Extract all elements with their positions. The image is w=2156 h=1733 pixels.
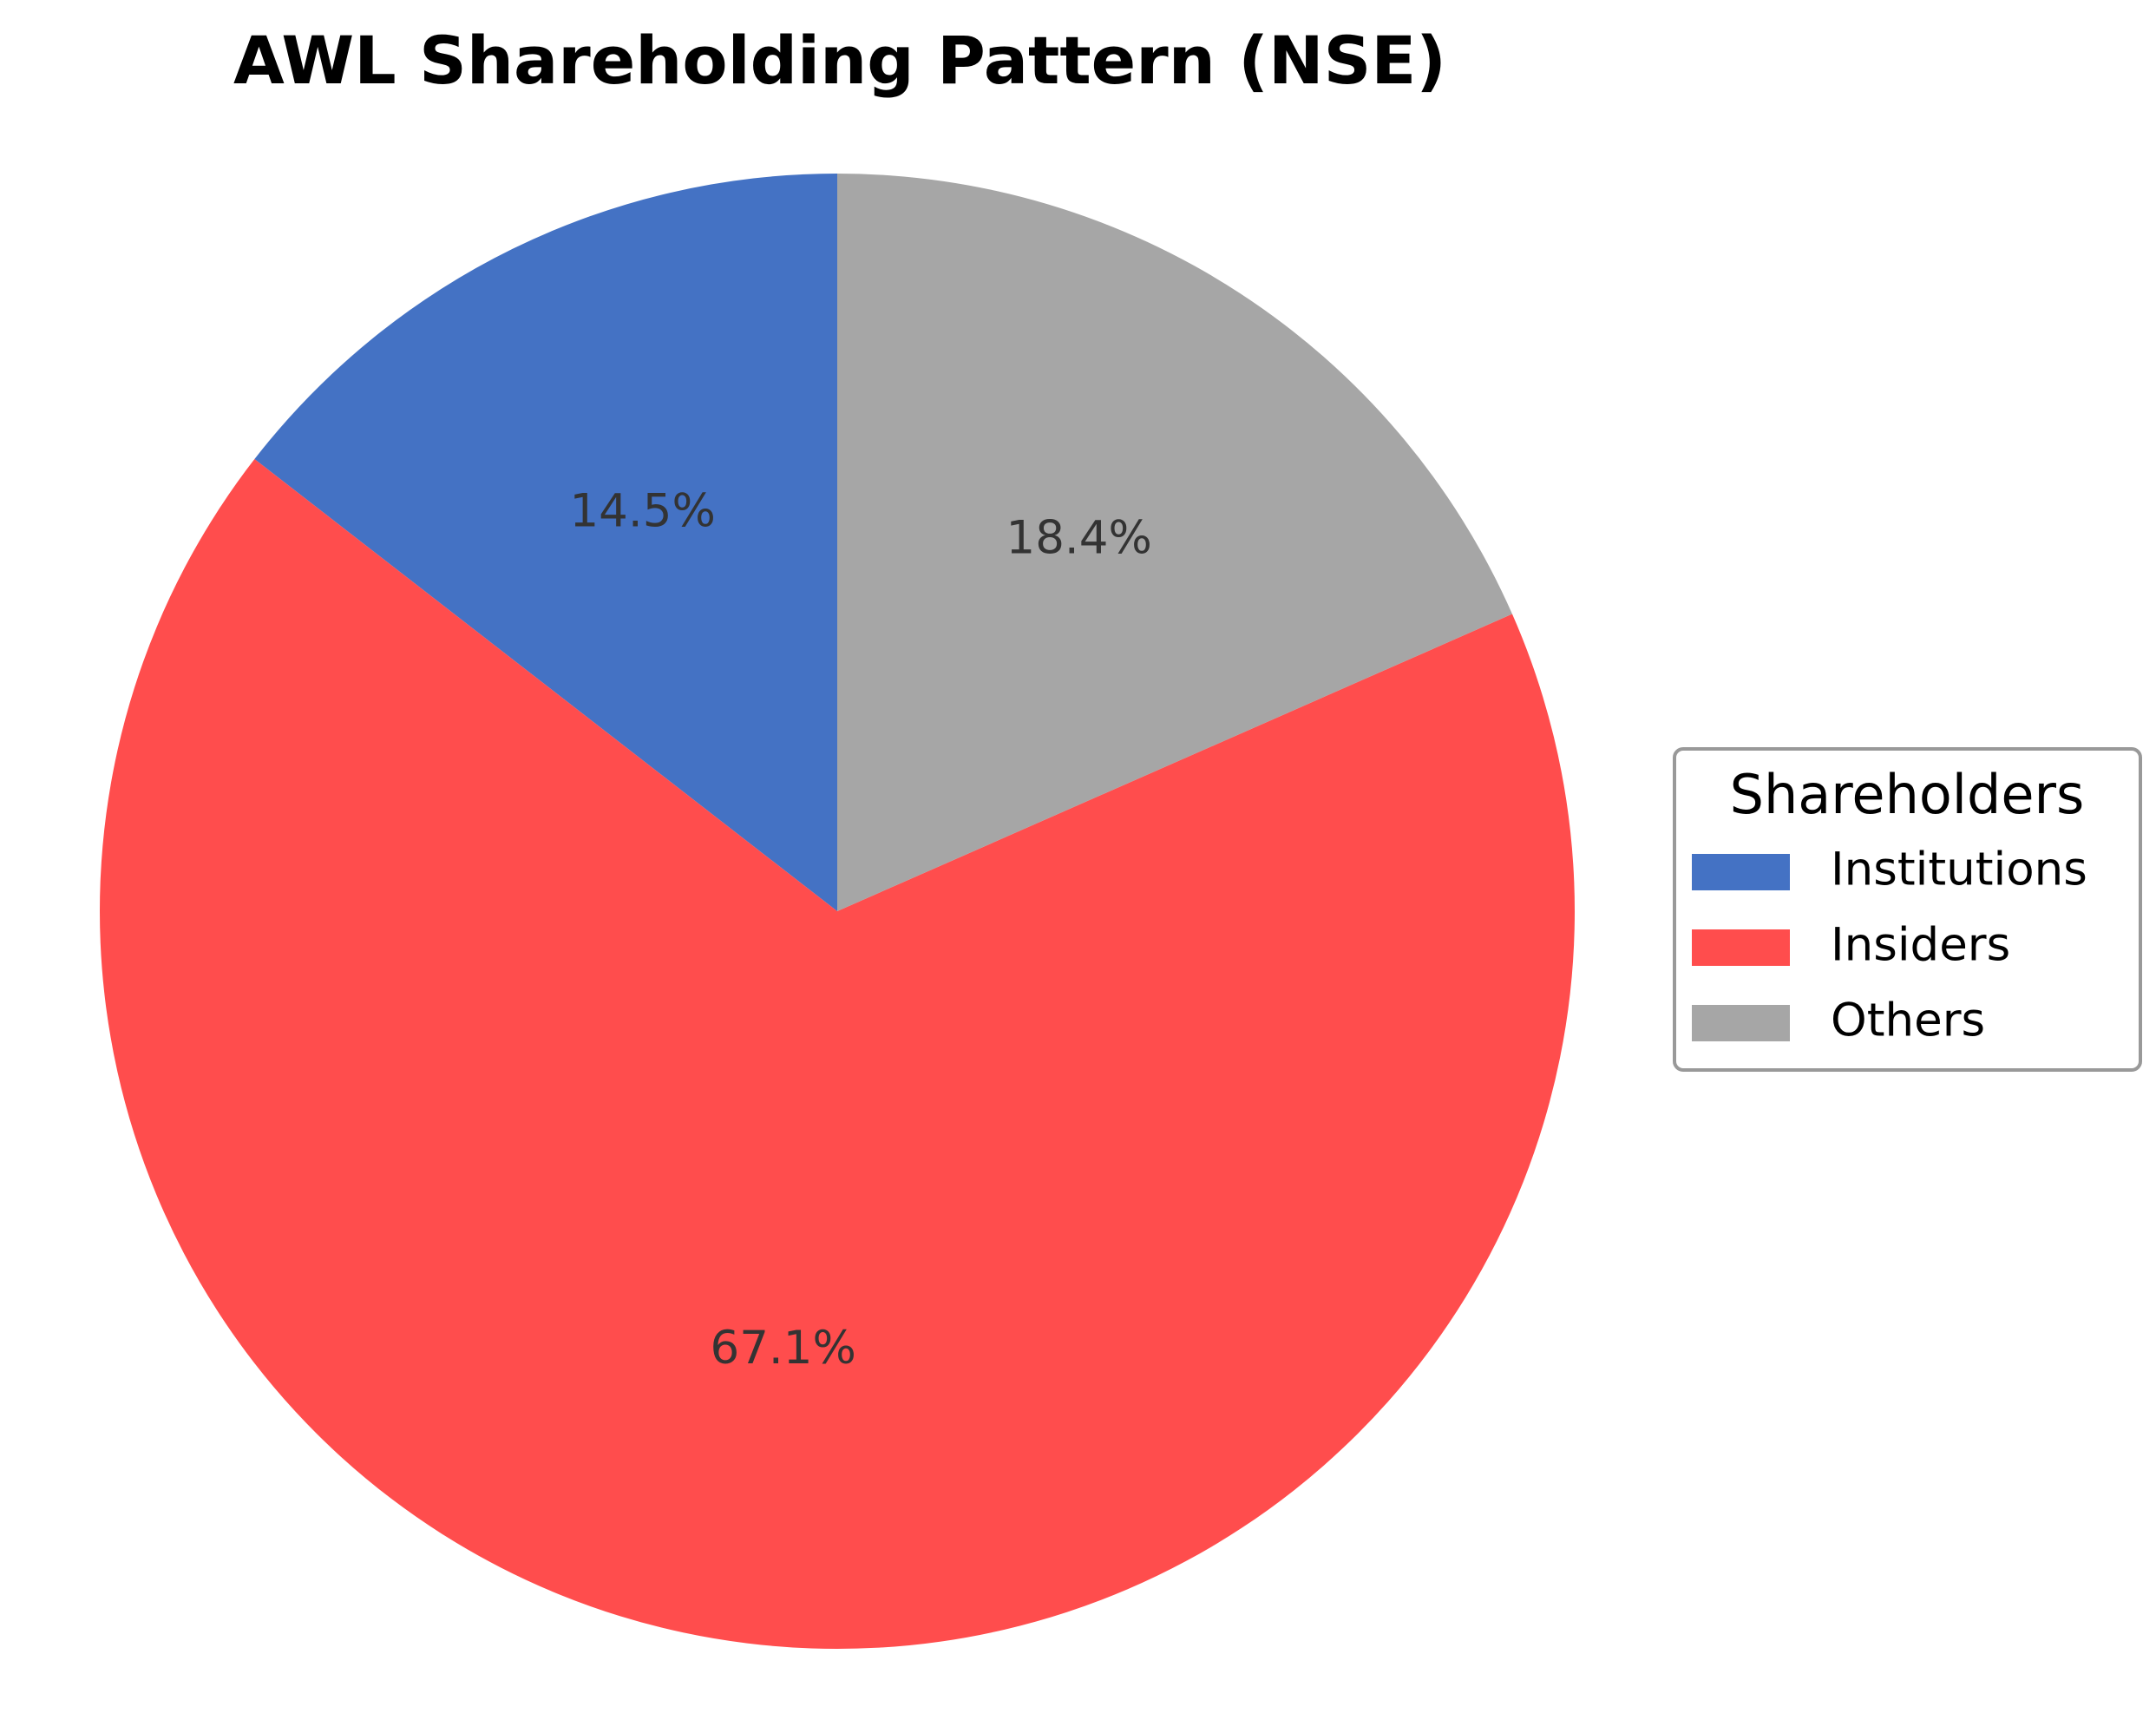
legend: Shareholders Institutions Insiders Others xyxy=(1673,747,2142,1072)
pie-slices xyxy=(99,174,1576,1649)
legend-title: Shareholders xyxy=(1730,763,2085,826)
legend-entries: Institutions Insiders Others xyxy=(1692,844,2087,1047)
slice-label-institutions: 14.5% xyxy=(569,485,715,538)
legend-frame xyxy=(1673,747,2142,1072)
legend-label-insiders: Insiders xyxy=(1831,919,2010,972)
chart-title: AWL Shareholding Pattern (NSE) xyxy=(233,22,1446,99)
pie-slice-insiders xyxy=(99,459,1576,1649)
slice-label-others: 18.4% xyxy=(1006,512,1151,565)
legend-swatch-institutions xyxy=(1692,854,1790,890)
legend-label-others: Others xyxy=(1831,995,1985,1047)
pie-slice-labels: 14.5% 67.1% 18.4% xyxy=(569,485,1151,1375)
legend-label-institutions: Institutions xyxy=(1831,844,2087,896)
legend-swatch-others xyxy=(1692,1005,1790,1041)
slice-label-insiders: 67.1% xyxy=(710,1322,855,1375)
pie-slice-others xyxy=(837,174,1512,911)
legend-swatch-insiders xyxy=(1692,929,1790,966)
pie-slice-institutions xyxy=(254,174,837,911)
